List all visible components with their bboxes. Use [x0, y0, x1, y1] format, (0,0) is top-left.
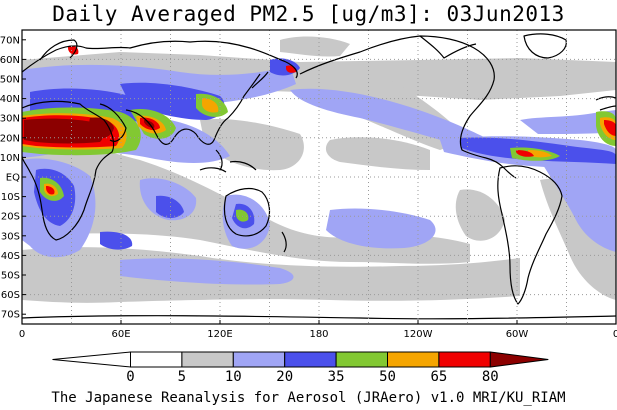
lat-tick-label: 50S [1, 271, 20, 282]
colorbar-level-label: 5 [178, 369, 186, 385]
colorbar-level-label: 50 [379, 369, 396, 385]
colorbar-level-label: 35 [328, 369, 345, 385]
lat-tick-label: 20S [1, 212, 20, 223]
lon-tick-label: 0 [613, 329, 617, 340]
lat-tick-label: 30S [1, 231, 20, 242]
lat-tick-label: 70S [1, 310, 20, 321]
lat-tick-label: 40S [1, 251, 20, 262]
latitude-axis: 70N 60N 50N 40N 30N 20N 10N EQ 10S 20S 30S 40S 50S 60… [0, 35, 26, 321]
colorbar-segment [438, 351, 491, 368]
lat-tick-label: 10N [0, 153, 20, 164]
lon-tick-label: 60E [111, 329, 130, 340]
pm25-field [22, 33, 616, 320]
colorbar-level-label: 10 [225, 369, 242, 385]
lat-tick-label: EQ [6, 173, 20, 184]
colorbar-segment [387, 351, 440, 368]
colorbar-lower-arrow [52, 351, 131, 368]
colorbar-segment [335, 351, 389, 368]
colorbar: 0 5 10 20 35 50 65 80 [52, 351, 549, 385]
map-footer: The Japanese Reanalysis for Aerosol (JRA… [51, 390, 566, 406]
colorbar-segment [130, 351, 183, 368]
lat-tick-label: 70N [0, 35, 20, 46]
lon-tick-label: 60W [506, 329, 529, 340]
lon-tick-label: 180 [309, 329, 328, 340]
lat-tick-label: 60N [0, 55, 20, 66]
colorbar-level-label: 20 [276, 369, 293, 385]
coastlines [22, 33, 616, 320]
lat-tick-label: 30N [0, 114, 20, 125]
colorbar-upper-arrow [489, 351, 549, 368]
lon-tick-label: 0 [19, 329, 25, 340]
lat-tick-label: 40N [0, 94, 20, 105]
graticule [22, 30, 616, 324]
colorbar-segment [232, 351, 286, 368]
colorbar-segment [181, 351, 234, 368]
colorbar-level-label: 65 [430, 369, 447, 385]
lat-tick-label: 20N [0, 133, 20, 144]
lat-tick-label: 50N [0, 75, 20, 86]
colorbar-level-label: 0 [126, 369, 134, 385]
longitude-axis: 0 60E 120E 180 120W 60W 0 [19, 320, 617, 340]
lat-tick-label: 60S [1, 290, 20, 301]
map-title: Daily Averaged PM2.5 [ug/m3]: 03Jun2013 [52, 2, 565, 26]
lon-tick-label: 120W [404, 329, 433, 340]
lat-tick-label: 10S [1, 192, 20, 203]
colorbar-level-label: 80 [482, 369, 499, 385]
lon-tick-label: 120E [207, 329, 232, 340]
colorbar-segment [284, 351, 337, 368]
